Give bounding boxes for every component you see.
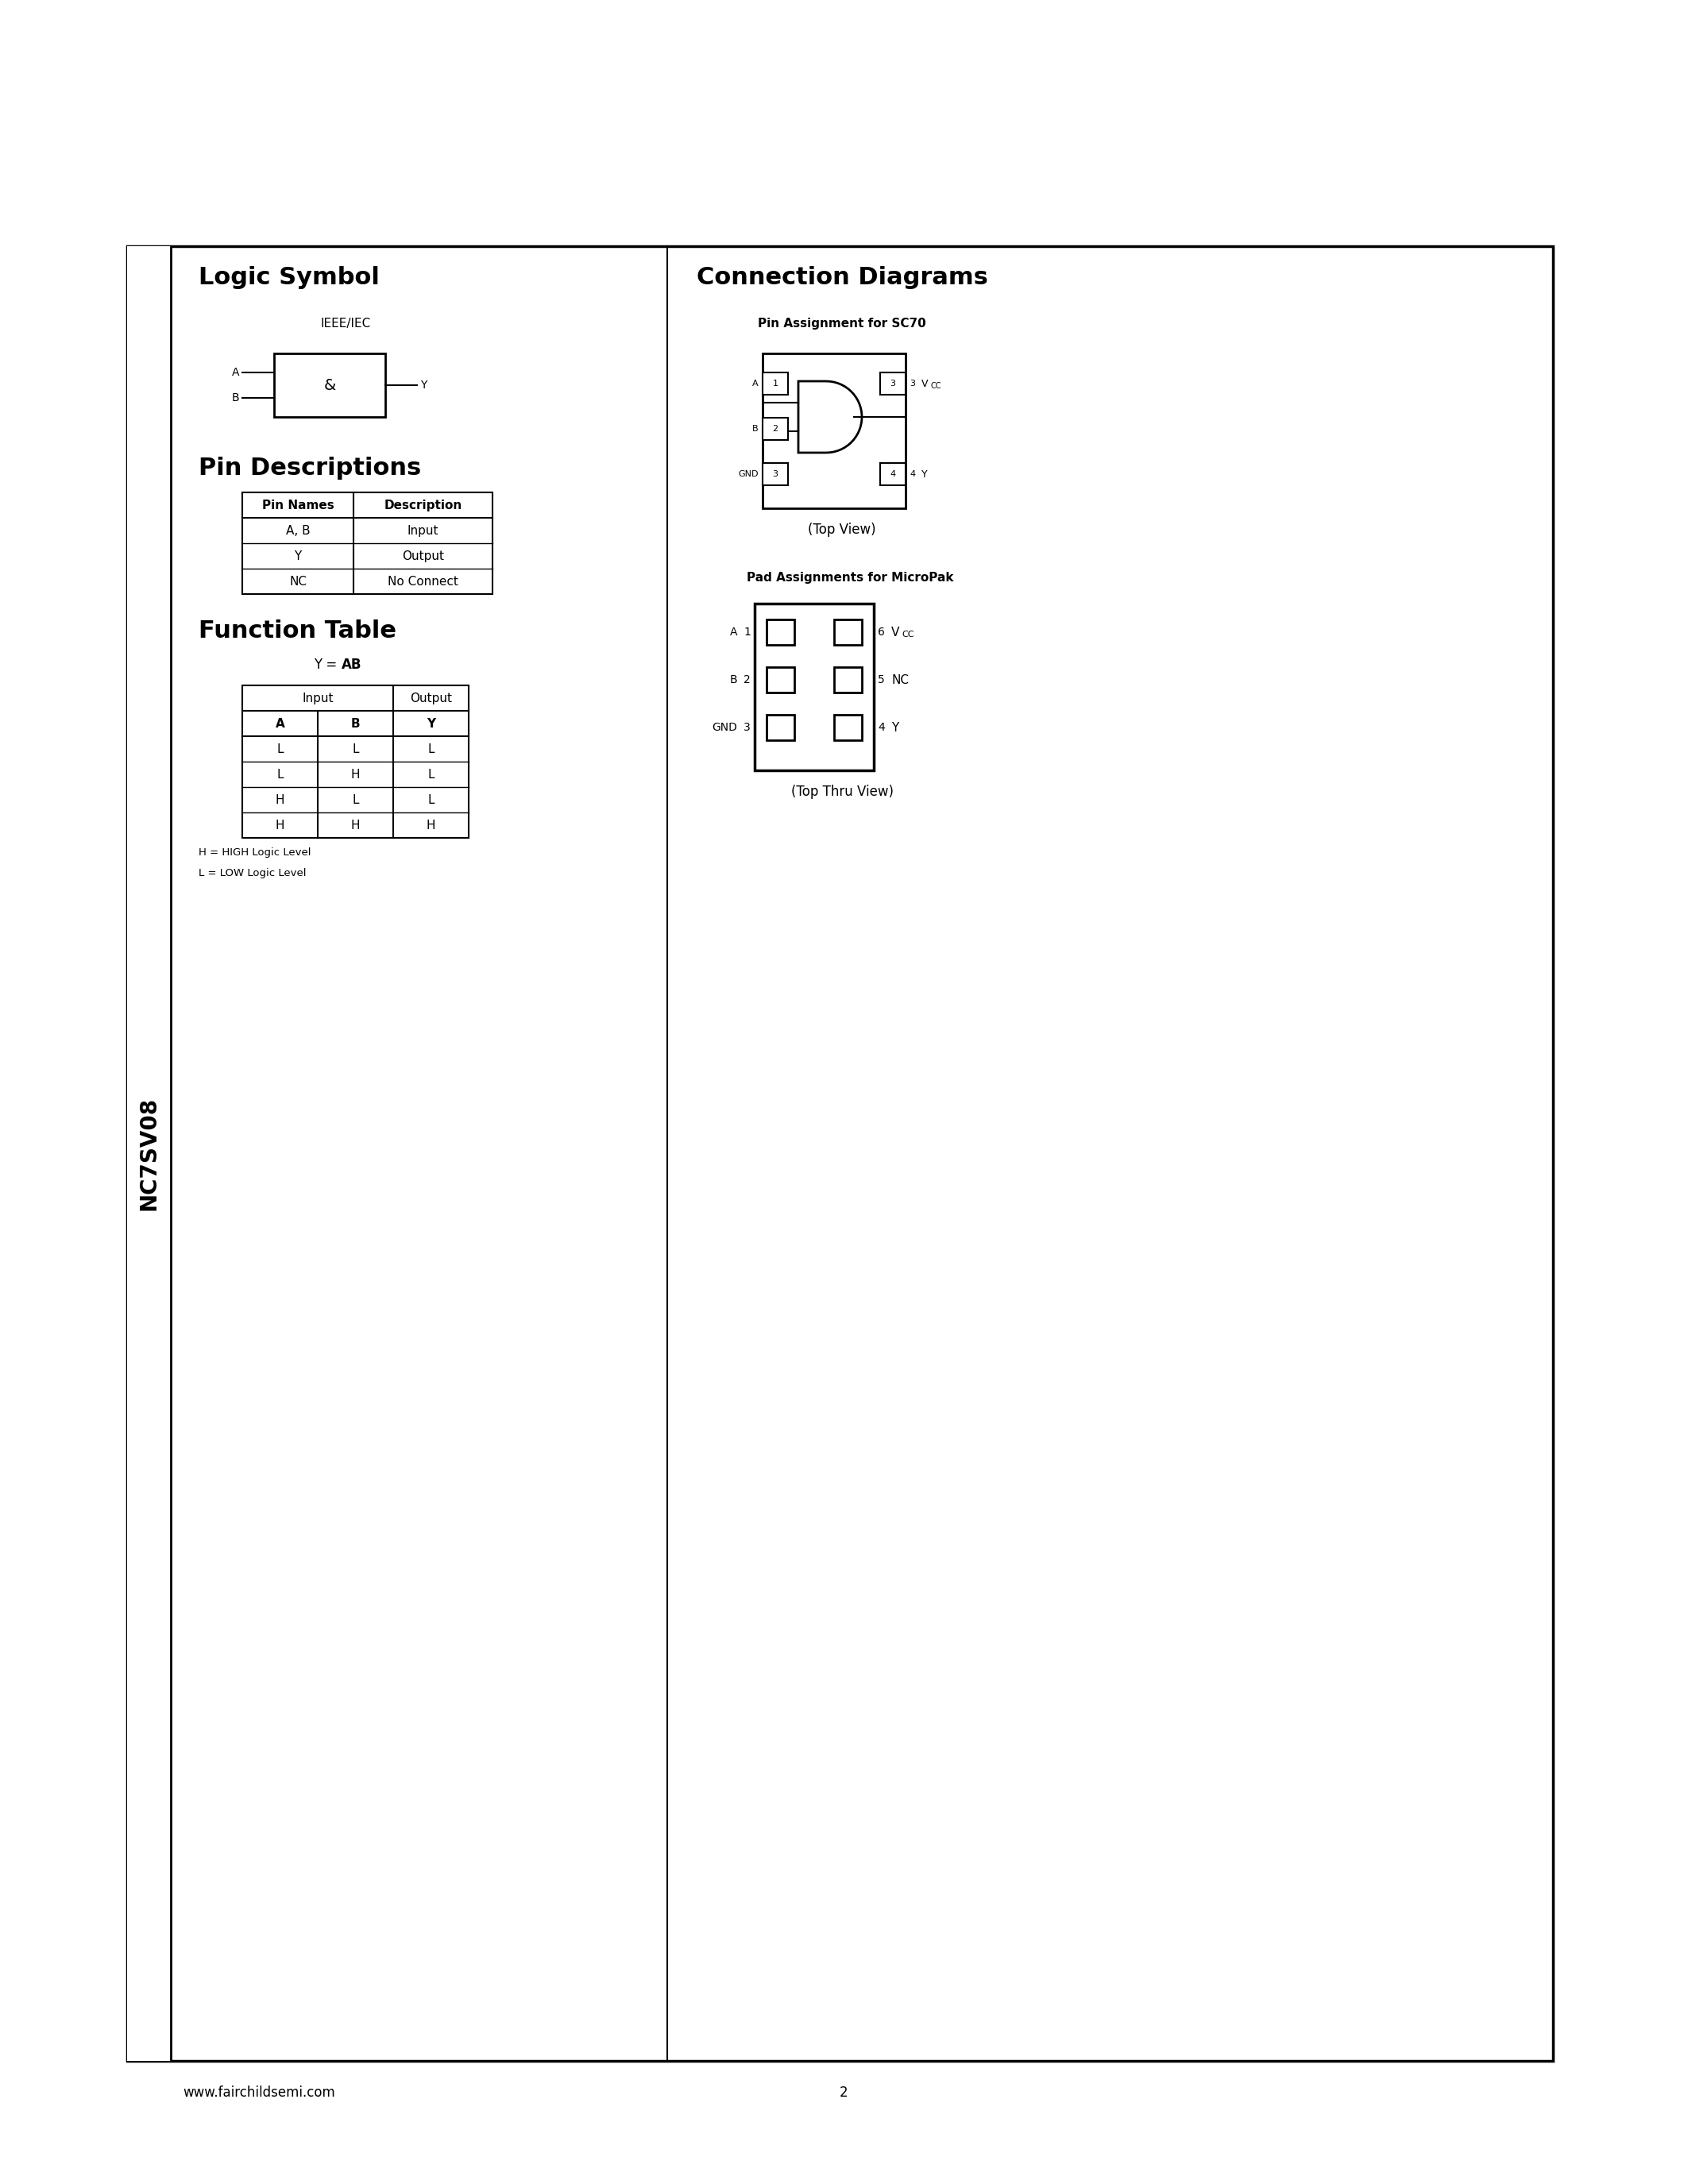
Text: 4: 4 [890,470,896,478]
Text: H = HIGH Logic Level: H = HIGH Logic Level [199,847,311,858]
Bar [879,463,905,485]
Bar [834,666,863,692]
Text: Input: Input [302,692,334,703]
Text: Y: Y [294,550,302,561]
Bar [834,620,863,644]
Text: &: & [324,378,336,393]
Text: H: H [427,819,436,832]
Text: L: L [427,743,434,756]
Bar [763,463,788,485]
Text: A: A [753,380,758,387]
Bar [763,354,905,509]
Text: 1: 1 [773,380,778,387]
Text: V: V [922,378,928,389]
Text: A: A [729,627,738,638]
Text: L: L [353,743,360,756]
Text: L: L [277,743,284,756]
Text: (Top View): (Top View) [809,522,876,537]
Text: NC: NC [289,574,307,587]
Text: L: L [277,769,284,780]
Text: L: L [427,769,434,780]
Text: www.fairchildsemi.com: www.fairchildsemi.com [182,2086,334,2099]
Bar [879,373,905,395]
Text: Y: Y [420,380,427,391]
Bar [766,714,795,740]
Bar [127,247,1553,2062]
Text: 3: 3 [773,470,778,478]
Text: 3: 3 [744,723,751,734]
Text: L: L [353,793,360,806]
Text: Y =: Y = [314,657,341,673]
Text: NC7SV08: NC7SV08 [138,1096,160,1210]
Text: L = LOW Logic Level: L = LOW Logic Level [199,867,306,878]
Text: (Top Thru View): (Top Thru View) [790,784,893,799]
Text: A: A [231,367,240,378]
Text: Pad Assignments for MicroPak: Pad Assignments for MicroPak [746,572,954,583]
Text: H: H [351,819,360,832]
Text: Y: Y [891,721,898,734]
PathPatch shape [798,382,863,452]
Text: V: V [891,627,900,638]
Text: Output: Output [410,692,452,703]
Bar [127,247,170,2062]
Text: Y: Y [427,719,436,729]
Text: 3: 3 [890,380,896,387]
Text: 3: 3 [910,380,915,387]
Bar [243,491,493,594]
Text: Connection Diagrams: Connection Diagrams [697,266,987,288]
Text: Logic Symbol: Logic Symbol [199,266,380,288]
Text: H: H [275,819,285,832]
Text: No Connect: No Connect [388,574,459,587]
Text: Function Table: Function Table [199,620,397,642]
Bar [834,714,863,740]
Text: A, B: A, B [285,524,311,537]
Text: B: B [351,719,360,729]
Bar [243,686,469,839]
Text: B: B [729,675,738,686]
Text: IEEE/IEC: IEEE/IEC [321,317,371,330]
Bar [755,603,874,771]
Text: B: B [753,426,758,432]
Text: L: L [427,793,434,806]
Bar [273,354,385,417]
Text: 2: 2 [773,426,778,432]
Text: B: B [231,393,240,404]
Text: GND: GND [738,470,758,478]
Text: H: H [275,793,285,806]
Text: 2: 2 [841,2086,849,2099]
Bar [766,666,795,692]
Bar [763,417,788,439]
Text: Pin Names: Pin Names [262,500,334,511]
Text: Output: Output [402,550,444,561]
Text: AB: AB [341,657,361,673]
Text: NC: NC [891,675,908,686]
Text: 4: 4 [910,470,915,478]
Text: 4: 4 [878,723,885,734]
Text: A: A [275,719,285,729]
Text: 1: 1 [744,627,751,638]
Text: 6: 6 [878,627,885,638]
Text: Pin Descriptions: Pin Descriptions [199,456,422,480]
Text: 5: 5 [878,675,885,686]
Text: CC: CC [901,631,913,638]
Text: GND: GND [712,723,738,734]
Text: Input: Input [407,524,439,537]
Text: CC: CC [932,382,942,391]
Bar [763,373,788,395]
Text: Pin Assignment for SC70: Pin Assignment for SC70 [758,317,927,330]
Text: H: H [351,769,360,780]
Bar [766,620,795,644]
Text: Description: Description [383,500,463,511]
Text: 2: 2 [744,675,751,686]
Text: Y: Y [922,470,927,478]
